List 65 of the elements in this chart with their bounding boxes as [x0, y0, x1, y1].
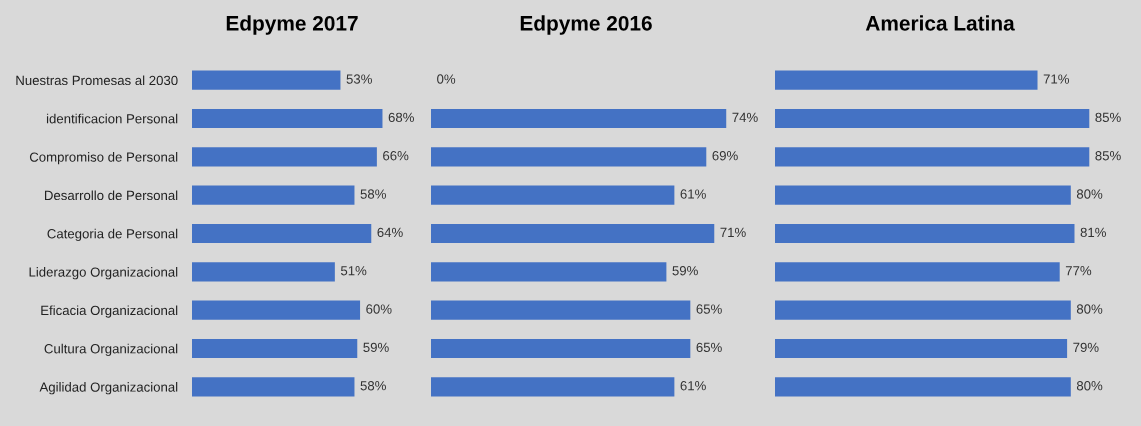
- bar: [192, 300, 361, 320]
- bar: [192, 108, 383, 129]
- bar: [775, 147, 1090, 167]
- bar: [775, 223, 1075, 244]
- data-label: 74%: [732, 112, 758, 122]
- bar: [775, 377, 1071, 397]
- bar: [192, 338, 358, 359]
- y-tick-label: Eficacia Organizacional: [41, 305, 178, 318]
- bar: [775, 70, 1038, 90]
- data-label: 80%: [1076, 189, 1103, 199]
- data-label: 61%: [680, 189, 706, 199]
- data-label: 69%: [712, 151, 738, 161]
- y-tick-label: Cultura Organizacional: [44, 343, 178, 357]
- y-tick-label: identificacion Personal: [46, 113, 178, 124]
- data-label: 64%: [377, 227, 403, 238]
- bar: [431, 262, 667, 282]
- bar: [431, 377, 675, 397]
- data-label: 65%: [696, 304, 722, 314]
- y-tick-label: Categoria de Personal: [47, 228, 178, 242]
- y-tick-label: Desarrollo de Personal: [44, 190, 178, 201]
- chart-title: Edpyme 2016: [520, 15, 652, 35]
- bar: [431, 147, 707, 167]
- data-label: 51%: [340, 266, 367, 276]
- data-label: 68%: [388, 112, 414, 123]
- bar: [192, 70, 341, 90]
- bar: [775, 338, 1068, 359]
- bar: [431, 185, 675, 205]
- chart-title: Edpyme 2017: [226, 15, 358, 35]
- data-label: 59%: [672, 266, 698, 276]
- data-label: 65%: [696, 342, 722, 353]
- data-label: 71%: [1043, 74, 1070, 84]
- data-label: 53%: [346, 74, 372, 84]
- data-label: 85%: [1095, 151, 1121, 161]
- bar: [775, 300, 1071, 320]
- bar: [192, 185, 355, 205]
- bar: [192, 262, 335, 282]
- data-label: 58%: [360, 381, 386, 391]
- y-tick-label: Compromiso de Personal: [29, 152, 178, 165]
- bar: [192, 223, 372, 244]
- data-label: 59%: [363, 342, 389, 353]
- bar: [431, 223, 715, 244]
- data-label: 81%: [1080, 227, 1106, 238]
- data-label: 77%: [1065, 266, 1092, 276]
- bar: [431, 300, 691, 320]
- y-tick-label: Liderazgo Organizacional: [29, 267, 178, 280]
- data-label: 71%: [720, 227, 746, 237]
- chart-title: America Latina: [865, 15, 1015, 31]
- y-tick-label: Nuestras Promesas al 2030: [16, 75, 178, 86]
- data-label: 66%: [383, 151, 409, 161]
- bar: [192, 147, 377, 167]
- data-label: 79%: [1073, 342, 1099, 353]
- bar: [775, 262, 1060, 282]
- bar: [192, 377, 355, 397]
- data-label: 61%: [680, 381, 706, 391]
- data-label: 60%: [366, 304, 392, 314]
- bar: [431, 108, 727, 129]
- data-label: 85%: [1095, 112, 1121, 123]
- data-label: 80%: [1076, 304, 1103, 314]
- y-tick-label: Agilidad Organizacional: [39, 382, 178, 395]
- data-label: 80%: [1076, 381, 1103, 391]
- data-label: 58%: [360, 189, 386, 199]
- bar: [431, 338, 691, 359]
- data-label: 0%: [437, 74, 456, 84]
- bar: [775, 185, 1071, 205]
- bar: [775, 108, 1090, 129]
